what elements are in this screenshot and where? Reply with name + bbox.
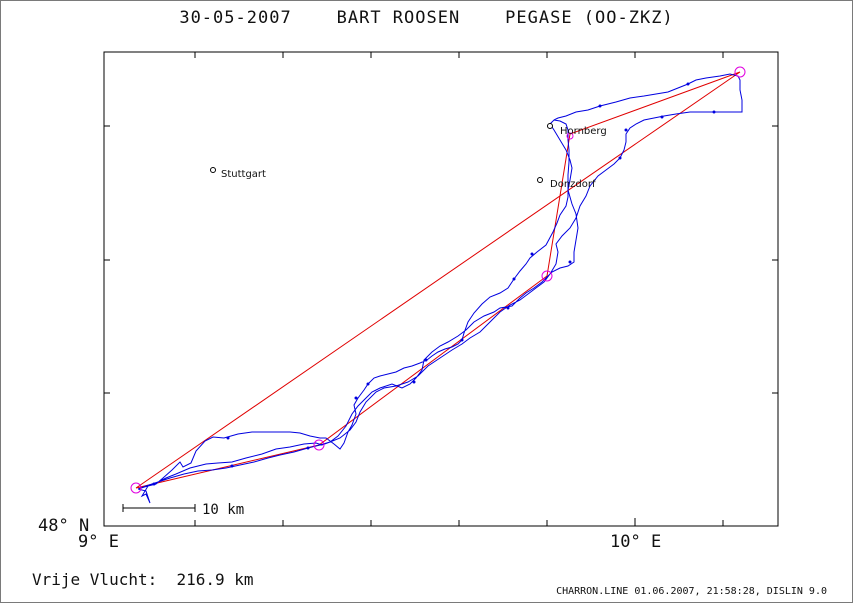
city-donzdorf: Donzdorf (537, 177, 596, 190)
x-axis-label-right: 10° E (610, 532, 662, 552)
city-label: Hornberg (560, 126, 607, 137)
track-dot (512, 277, 516, 281)
track-dot (686, 82, 690, 86)
city-hornberg: Hornberg (547, 123, 607, 137)
track-dot (354, 396, 358, 400)
city-stuttgart: Stuttgart (210, 167, 266, 180)
turnpoint-1 (313, 439, 325, 451)
flight-track (137, 73, 743, 504)
city-label: Stuttgart (221, 169, 266, 180)
free-flight-distance: Vrije Vlucht: 216.9 km (32, 570, 254, 589)
task-line (135, 71, 741, 489)
track-dot (460, 338, 464, 342)
track-dot (366, 382, 370, 386)
city-marker (547, 123, 553, 129)
track-dot (618, 156, 622, 160)
x-ticks (194, 52, 724, 526)
turnpoint-3 (734, 66, 746, 78)
page-title: 30-05-2007 BART ROOSEN PEGASE (OO-ZKZ) (179, 8, 674, 28)
track-dot (598, 104, 602, 108)
track-markers (152, 82, 716, 486)
scale-bar: 10 km (122, 502, 244, 518)
track-dot (230, 464, 234, 468)
turnpoints (130, 66, 746, 494)
city-marker (210, 167, 216, 173)
y-axis-label: 48° N (38, 516, 90, 536)
x-axis-label-left: 9° E (78, 532, 119, 552)
track-dot (568, 260, 572, 264)
track-dot (530, 252, 534, 256)
city-marker (537, 177, 543, 183)
y-ticks (104, 125, 778, 394)
city-label: Donzdorf (550, 179, 596, 190)
track-dot (412, 380, 416, 384)
track-dot (624, 128, 628, 132)
track-dot (152, 482, 156, 486)
turnpoint-4 (566, 132, 574, 140)
track-dot (712, 110, 716, 114)
turnpoint-2 (541, 270, 553, 282)
scale-label: 10 km (202, 502, 244, 518)
track-dot (424, 358, 428, 362)
track-dot (660, 115, 664, 119)
track-dot (226, 436, 230, 440)
track-dot (506, 306, 510, 310)
plot-frame (103, 51, 779, 527)
footer-info: CHARRON.LINE 01.06.2007, 21:58:28, DISLI… (556, 586, 827, 597)
track-dot (306, 446, 310, 450)
turnpoint-start (130, 482, 142, 494)
